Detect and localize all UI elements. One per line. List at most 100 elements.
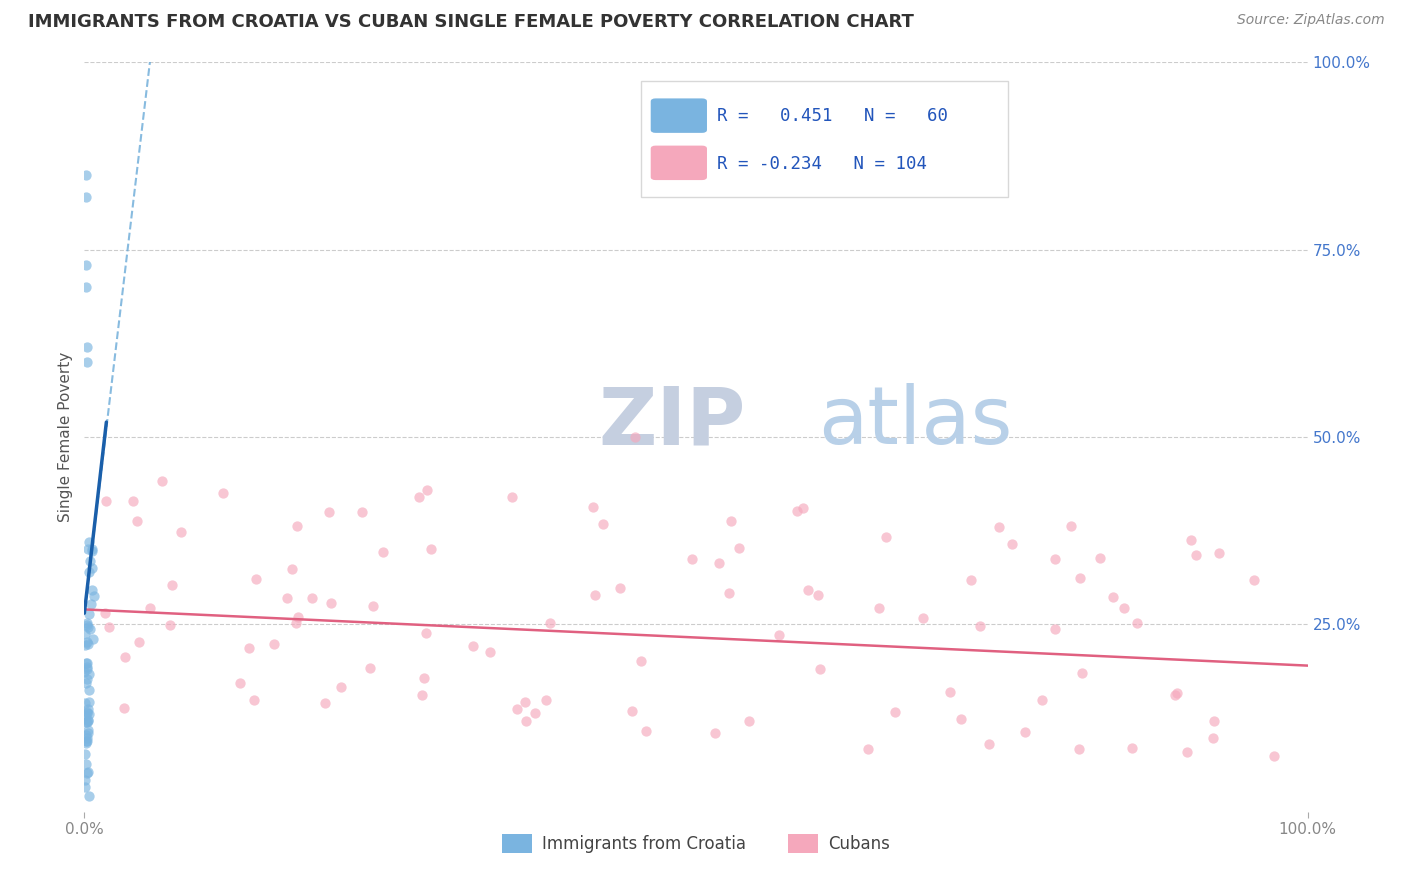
Point [352,505,374,519]
Point [96,493,118,508]
Point [75,715,97,730]
Point [114,650,136,665]
Point [1243,573,1265,587]
Point [76,706,98,721]
Point [73,696,96,710]
Point [1088,550,1111,565]
Point [624,430,647,444]
Text: IMMIGRANTS FROM CROATIA VS CUBAN SINGLE FEMALE POVERTY CORRELATION CHART: IMMIGRANTS FROM CROATIA VS CUBAN SINGLE … [28,13,914,31]
Point [419,542,441,557]
Point [416,483,439,497]
Point [1126,616,1149,631]
Point [77,707,100,722]
Point [1202,714,1225,728]
Point [75,190,97,204]
Point [1180,533,1202,548]
Point [807,588,830,602]
Point [75,728,97,742]
Point [242,693,264,707]
Point [76,766,98,780]
Point [82,561,104,575]
Point [76,734,98,748]
Point [98,619,121,633]
Point [720,514,742,528]
Point [238,641,260,656]
Point [534,692,557,706]
Point [636,723,658,738]
Point [681,552,703,566]
Point [592,516,614,531]
Point [75,736,97,750]
Point [728,541,751,555]
Point [77,620,100,634]
Point [1069,741,1091,756]
Point [170,525,193,540]
Point [82,544,104,558]
Point [1263,749,1285,764]
Point [82,632,104,646]
Point [319,596,342,610]
Point [245,572,267,586]
Point [76,616,98,631]
Point [411,688,433,702]
Point [77,565,100,579]
Point [82,582,104,597]
Point [285,615,308,630]
Point [73,708,96,723]
Point [582,500,605,515]
Point [738,714,761,728]
Point [128,635,150,649]
Point [413,672,436,686]
Point [77,713,100,727]
Point [76,637,98,651]
Point [285,518,308,533]
Point [717,586,740,600]
Point [160,578,183,592]
Point [977,738,1000,752]
Point [415,625,437,640]
Point [77,765,100,780]
Point [83,589,105,603]
Point [76,657,98,671]
Point [77,723,100,738]
FancyBboxPatch shape [651,145,707,180]
Point [856,742,879,756]
Point [620,704,643,718]
Point [77,789,100,804]
Point [1208,546,1230,560]
Point [82,542,104,557]
Point [1185,548,1208,562]
Point [79,607,101,621]
Point [314,696,336,710]
Point [373,545,395,559]
Point [609,581,631,595]
Point [524,706,547,720]
Legend: Immigrants from Croatia, Cubans: Immigrants from Croatia, Cubans [495,827,897,860]
Point [949,712,972,726]
Point [1071,666,1094,681]
Point [76,660,98,674]
Point [1001,537,1024,551]
Point [76,731,98,746]
FancyBboxPatch shape [651,98,707,133]
Point [1069,570,1091,584]
Point [75,675,97,690]
Point [709,556,731,570]
Point [301,591,323,605]
Point [540,616,562,631]
Text: atlas: atlas [818,383,1012,461]
Point [73,665,96,679]
Point [159,618,181,632]
Point [77,683,100,698]
Point [75,280,97,294]
Point [76,714,98,728]
Point [75,657,97,671]
Point [1043,622,1066,636]
Point [76,635,98,649]
Point [77,535,100,549]
Point [1114,600,1136,615]
Y-axis label: Single Female Poverty: Single Female Poverty [58,352,73,522]
Text: Source: ZipAtlas.com: Source: ZipAtlas.com [1237,13,1385,28]
Point [703,726,725,740]
Point [75,780,97,794]
